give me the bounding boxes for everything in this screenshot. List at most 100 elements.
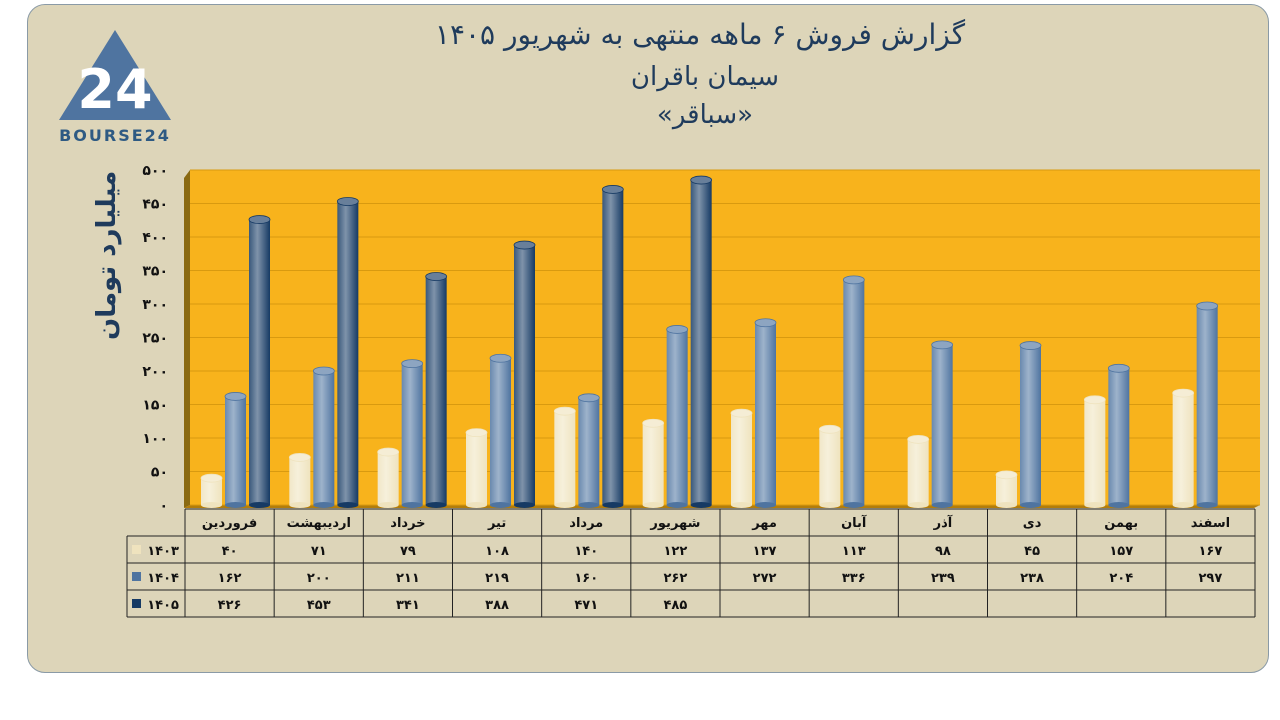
bar (288, 453, 311, 508)
bar (690, 175, 713, 508)
bar-body (996, 474, 1017, 505)
bar-body (490, 358, 511, 505)
legend-swatch (132, 599, 141, 608)
bar-base (1196, 502, 1218, 508)
data-label: ۱۴۰ (574, 544, 598, 559)
bar-body (578, 397, 600, 505)
bar-base (401, 502, 423, 508)
bar-body (554, 411, 576, 505)
bar (200, 473, 223, 508)
bar-cap (401, 359, 424, 369)
bourse24-logo: 24 (55, 28, 175, 148)
bar (401, 359, 424, 508)
bar (312, 366, 335, 508)
bar-body (249, 219, 270, 505)
legend-series-name: ۱۴۰۴ (147, 571, 179, 586)
bar (1196, 301, 1219, 508)
data-label: ۱۲۲ (664, 544, 688, 559)
bar-cap (513, 240, 536, 250)
x-category-label: آذر (933, 514, 953, 531)
bar-base (666, 502, 688, 508)
bar (995, 470, 1018, 508)
bar-cap (577, 393, 600, 403)
x-category-label: تیر (487, 516, 506, 531)
bar-cap (1196, 301, 1219, 311)
bar (248, 215, 271, 508)
y-tick-label: ۱۰۰ (142, 431, 168, 447)
bar (553, 406, 576, 508)
bar-body (289, 457, 311, 505)
bar-cap (489, 353, 512, 363)
bar (601, 185, 624, 508)
x-category-label: خرداد (390, 516, 425, 531)
data-label: ۴۰ (222, 544, 238, 559)
y-tick-label: ۵۰۰ (142, 163, 168, 179)
bar-cap (248, 215, 271, 224)
logo-text: BOURSE24 (59, 126, 171, 145)
bar-body (337, 201, 359, 506)
bar-base (425, 502, 447, 508)
bar-base (690, 502, 712, 508)
x-category-label: اردیبهشت (287, 516, 351, 531)
bar-base (1172, 502, 1194, 508)
data-label: ۱۶۲ (218, 571, 242, 586)
bar (1019, 341, 1042, 508)
data-label: ۴۵۳ (307, 598, 331, 613)
bar-body (466, 432, 487, 505)
bar-body (1108, 368, 1130, 505)
bar (577, 393, 600, 508)
bar-cap (690, 175, 713, 185)
data-label: ۷۱ (311, 544, 327, 559)
data-label: ۲۰۴ (1109, 571, 1133, 586)
bar-body (1020, 345, 1041, 505)
bar-base (554, 502, 576, 508)
data-label: ۱۰۸ (485, 544, 509, 559)
bar-body (907, 439, 929, 505)
bar-base (731, 502, 752, 508)
bar-body (1084, 399, 1106, 505)
bar-cap (642, 418, 665, 428)
data-label: ۱۶۰ (574, 571, 598, 586)
bar-body (201, 478, 222, 505)
bar-body (602, 189, 624, 505)
bar-cap (1083, 395, 1106, 405)
bar-cap (1107, 363, 1130, 373)
bar-base (514, 502, 535, 508)
data-label: ۱۱۳ (842, 544, 866, 559)
bar (642, 418, 665, 508)
bar-base (819, 502, 841, 508)
bar-cap (995, 470, 1018, 480)
data-label: ۲۱۹ (485, 571, 509, 586)
y-tick-label: ۴۰۰ (142, 230, 168, 246)
bar-cap (465, 428, 488, 438)
bar-base (225, 502, 246, 508)
bar-cap (312, 366, 335, 376)
plot-floor (184, 505, 1260, 508)
bar-base (931, 502, 953, 508)
bar (513, 240, 536, 508)
chart-title: گزارش فروش ۶ ماهه منتهی به شهریور ۱۴۰۵ (434, 18, 966, 51)
bar (730, 408, 753, 508)
data-label: ۴۲۶ (218, 598, 242, 613)
bar (666, 325, 689, 508)
bar-base (201, 502, 222, 508)
bar-cap (601, 185, 624, 194)
bar (818, 424, 841, 508)
data-label: ۴۵ (1024, 544, 1040, 559)
bar (489, 353, 512, 508)
chart-subtitle-company: سیمان باقران (630, 62, 780, 92)
x-category-label: دی (1023, 516, 1042, 531)
y-tick-label: ۵۰ (151, 465, 168, 481)
data-label: ۲۶۲ (664, 571, 688, 586)
bar-cap (224, 392, 247, 401)
y-tick-label: ۴۵۰ (142, 197, 168, 213)
legend-swatch (132, 545, 141, 554)
bar-base (490, 502, 511, 508)
bar-body (843, 279, 865, 505)
logo-mark: 24 (77, 58, 152, 121)
y-tick-label: ۲۰۰ (142, 364, 168, 380)
bar (336, 197, 359, 508)
legend-series-name: ۱۴۰۵ (147, 598, 179, 613)
data-label: ۲۰۰ (307, 571, 331, 586)
